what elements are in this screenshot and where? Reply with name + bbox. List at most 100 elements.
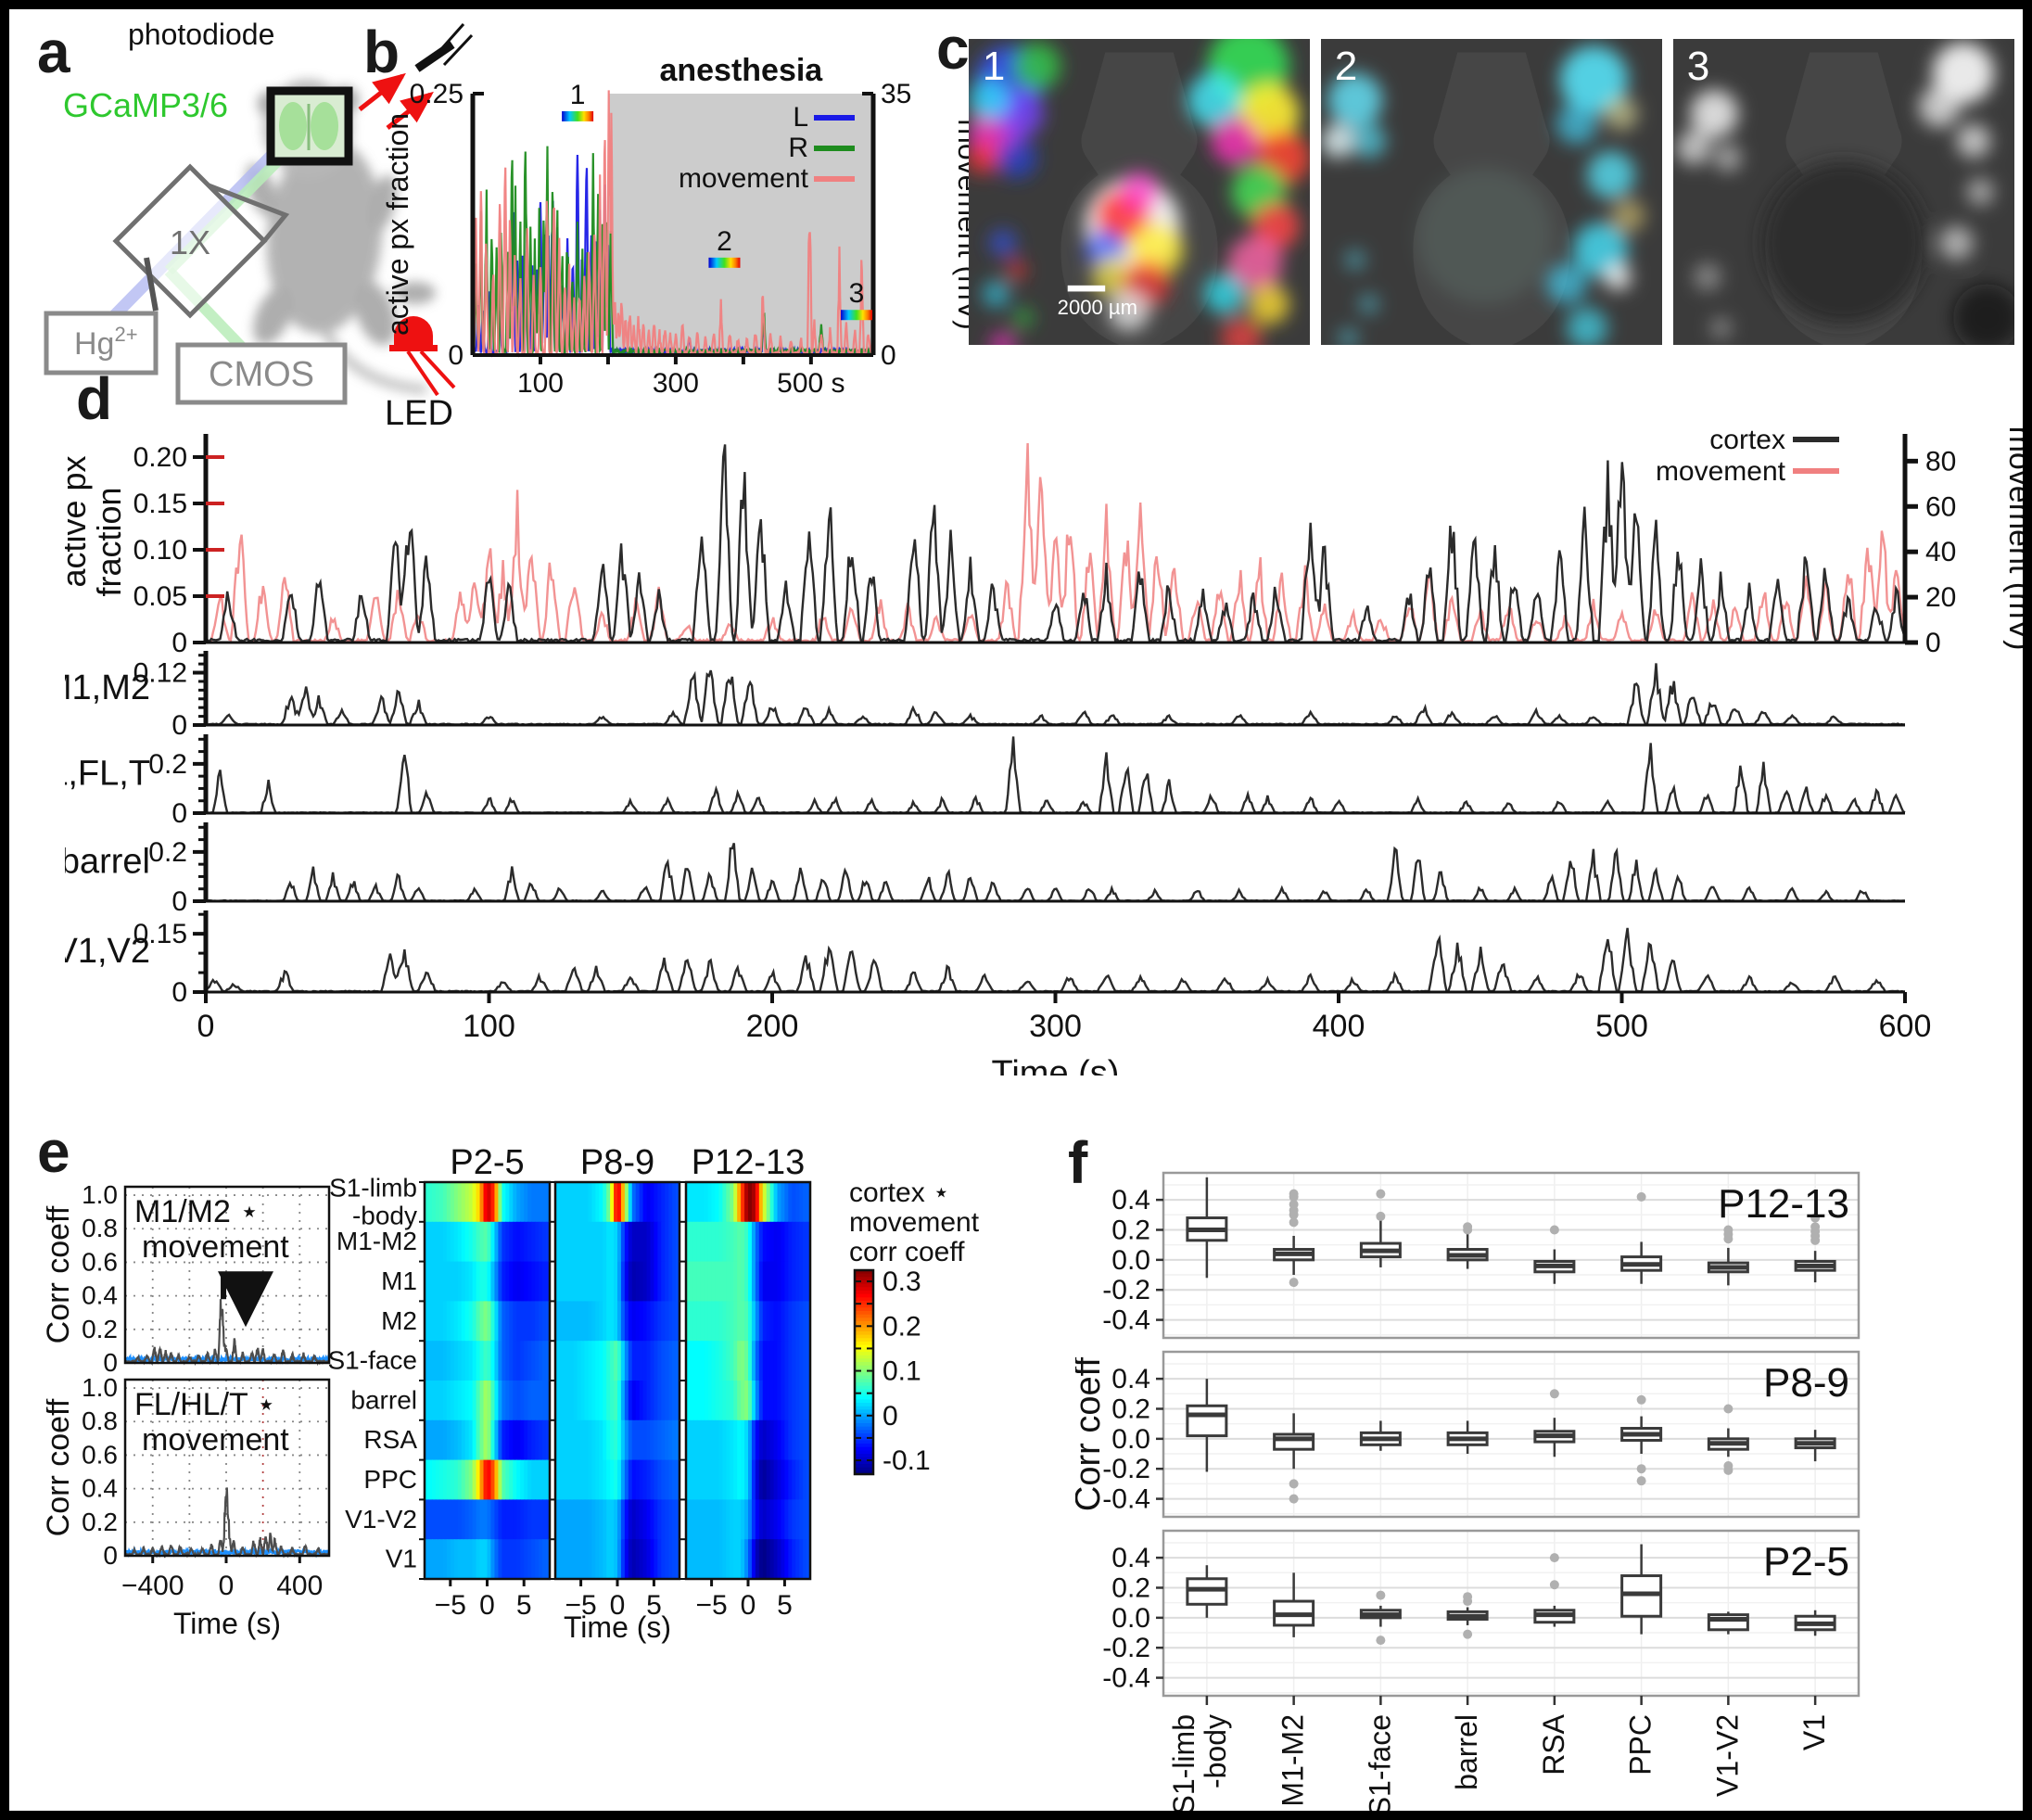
outlier xyxy=(1723,1465,1734,1475)
y-tick-label: 0.10 xyxy=(133,535,187,566)
panel-f-boxplots: -0.4 -0.2 0.0 0.2 0.4 P12-13 -0.4 -0.2 0.0 0.2 0.4… xyxy=(1069,1148,2023,1816)
anesthesia-title: anesthesia xyxy=(659,53,823,88)
category-label: S1-face xyxy=(1363,1714,1396,1816)
y-tick-label: 0 xyxy=(171,628,187,658)
y-tick-label: 0.2 xyxy=(82,1508,118,1536)
row-label: V1-V2 xyxy=(345,1505,417,1534)
x-tick-label: 600 xyxy=(1879,1009,1932,1044)
region-label-V1,V2: V1,V2 xyxy=(65,932,150,971)
y-tick-label: 0.20 xyxy=(133,442,187,473)
panel-b-svg: anesthesia 100 300 500 s 0 0.25 0 35 active px f… xyxy=(381,53,985,399)
brain-image-svg: 2 xyxy=(1321,39,1662,345)
y-tick-label: 0.2 xyxy=(148,749,187,780)
age-group-title-P2-5: P2-5 xyxy=(1763,1539,1849,1585)
age-group-title-P12-13: P12-13 xyxy=(1718,1181,1849,1227)
trace xyxy=(124,1299,330,1367)
colorbar-title: corr coeff xyxy=(849,1237,965,1267)
row-label: M2 xyxy=(381,1306,417,1335)
colorbar-tick: 0.3 xyxy=(883,1266,921,1297)
trace xyxy=(124,1487,330,1559)
outlier xyxy=(1549,1580,1559,1590)
legend-label: movement xyxy=(1656,456,1786,487)
panel-b-plot: anesthesia 100 300 500 s 0 0.25 0 35 active px f… xyxy=(371,32,985,399)
led-icon xyxy=(394,316,433,347)
dichroic-mirror xyxy=(144,257,159,312)
x-tick-label: 0 xyxy=(219,1571,235,1601)
annotation: FL/HL/T ⋆ xyxy=(134,1387,276,1422)
activity-blobs xyxy=(969,39,1310,345)
frame-marker-bar xyxy=(562,110,594,121)
trace xyxy=(472,90,874,358)
activity-blobs xyxy=(1676,42,2014,345)
outlier xyxy=(1289,1278,1299,1288)
y-tick-label: 0.6 xyxy=(82,1440,118,1469)
category-label: V1 xyxy=(1797,1714,1831,1750)
panel-d-timeseries: 0 0.05 0.10 0.15 0.20 0 20 40 60 80 movement (mV) a… xyxy=(23,399,2032,1093)
row-label: S1-face xyxy=(328,1346,418,1375)
y-tick-label: 0.25 xyxy=(410,79,464,109)
corr-coeff-label: Corr coeff xyxy=(46,1398,76,1536)
trace xyxy=(205,843,1905,903)
x-tick-label: 5 xyxy=(646,1590,662,1621)
panel-label-b: b xyxy=(363,19,400,85)
annotation: movement xyxy=(142,1422,289,1457)
x-tick-label: 0 xyxy=(479,1590,495,1621)
outlier xyxy=(1549,1389,1559,1399)
frame-marker-1: 1 xyxy=(570,80,586,110)
brain-image-svg: 1 2000 µm xyxy=(969,39,1310,345)
x-tick-label: −5 xyxy=(695,1590,727,1621)
y-tick-label: -0.4 xyxy=(1102,1484,1150,1515)
x-tick-label: 200 xyxy=(746,1009,799,1044)
row-label: RSA xyxy=(363,1425,417,1454)
heatmap-title-P12-13: P12-13 xyxy=(692,1148,806,1182)
y2-tick-label: 20 xyxy=(1925,582,1956,613)
y-tick-label: -0.4 xyxy=(1102,1305,1150,1336)
emitted-light-arrow xyxy=(358,72,406,111)
y2-tick-label: 0 xyxy=(1925,628,1941,658)
gcamp-label: GCaMP3/6 xyxy=(63,86,228,124)
frame-marker-2: 2 xyxy=(717,226,732,257)
x-tick-label: 0 xyxy=(610,1590,626,1621)
active-px-label: fraction xyxy=(90,487,128,596)
corr-coeff-label: Corr coeff xyxy=(46,1205,76,1343)
y-tick-label: 0.12 xyxy=(133,658,187,689)
region-label-M1,M2: M1,M2 xyxy=(65,668,150,707)
panel-c-images: 1 2000 µm 2 3 xyxy=(969,39,2023,359)
x-tick-label: 100 xyxy=(517,368,564,399)
outlier xyxy=(1463,1222,1473,1232)
y-tick-label: 0.4 xyxy=(1111,1543,1150,1573)
x-tick-label: 100 xyxy=(463,1009,515,1044)
y-tick-label: 0.2 xyxy=(1111,1394,1150,1424)
y-tick-label: 0.15 xyxy=(133,489,187,519)
brain-image-svg: 3 xyxy=(1673,39,2014,345)
y2-tick-label: 0 xyxy=(881,340,896,371)
y-tick-label: 0.0 xyxy=(1111,1245,1150,1276)
category-label: M1-M2 xyxy=(1276,1714,1310,1807)
region-label-barrel: barrel xyxy=(65,843,150,882)
row-label: M1-M2 xyxy=(337,1227,417,1255)
y-tick-label: -0.2 xyxy=(1102,1454,1150,1484)
y-tick-label: 0.05 xyxy=(133,581,187,612)
time-axis-label: Time (s) xyxy=(992,1054,1120,1075)
x-tick-label: 500 xyxy=(1595,1009,1648,1044)
time-axis-label: Time (s) xyxy=(564,1610,671,1644)
movement-axis-label: movement (mV) xyxy=(2002,426,2032,651)
outlier xyxy=(1376,1590,1386,1600)
outlier xyxy=(1376,1189,1386,1199)
box xyxy=(1186,1404,1228,1438)
x-tick-label: 5 xyxy=(516,1590,532,1621)
panel-f-svg: -0.4-0.20.00.20.4 P12-13-0.4-0.20.00.20.4… xyxy=(1069,1171,1861,1816)
x-tick-label: 400 xyxy=(1313,1009,1365,1044)
outlier xyxy=(1636,1394,1646,1405)
frame-marker-bar xyxy=(841,310,872,321)
anesthesia-region xyxy=(608,94,873,355)
y-tick-label: -0.4 xyxy=(1102,1663,1150,1694)
x-tick-label: −5 xyxy=(435,1590,466,1621)
y-tick-label: 0.0 xyxy=(1111,1424,1150,1455)
outlier xyxy=(1376,1211,1386,1221)
y-tick-label: 0.4 xyxy=(82,1474,118,1503)
trace xyxy=(205,444,1907,645)
legend-label: L xyxy=(793,102,808,133)
